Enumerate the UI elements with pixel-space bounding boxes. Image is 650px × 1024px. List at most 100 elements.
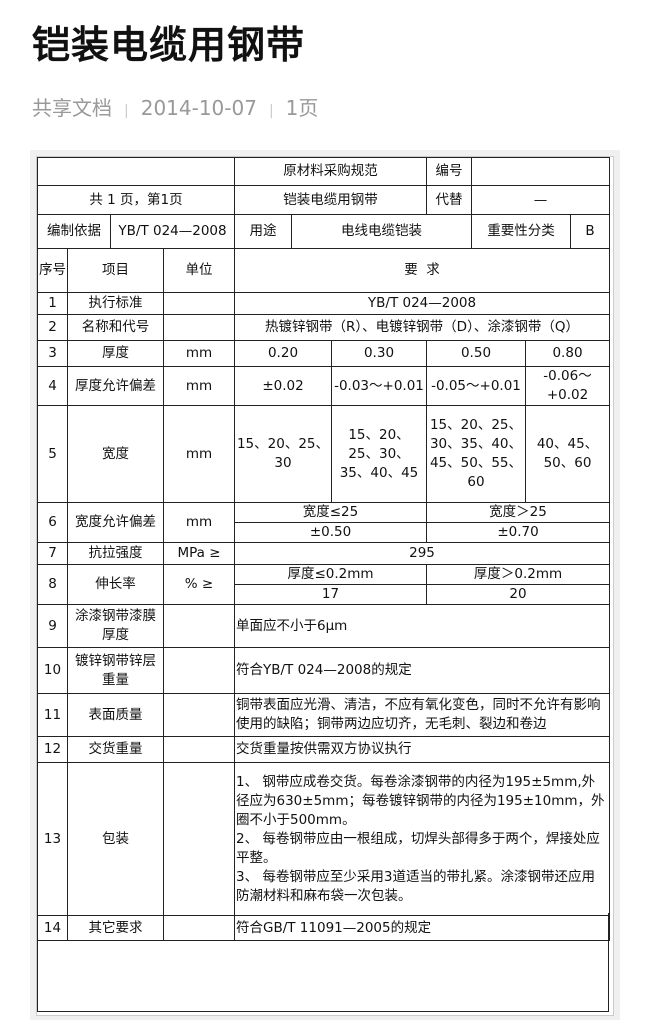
row-value: -0.03～+0.01: [331, 366, 427, 406]
use-label: 用途: [234, 214, 292, 249]
unit-header: 单位: [163, 248, 235, 293]
row-number: 6: [37, 502, 68, 543]
row-value: -0.05～+0.01: [426, 366, 526, 406]
row-unit: % ≥: [163, 564, 235, 605]
row-value: 0.30: [331, 340, 427, 367]
table-row: 1 执行标准 YB/T 024—2008: [37, 292, 610, 315]
document-meta: 共享文档 | 2014-10-07 | 1页: [32, 96, 319, 120]
row-number: 3: [37, 340, 68, 367]
code-label: 编号: [426, 157, 472, 186]
row-unit: mm: [163, 405, 235, 503]
req-header: 要 求: [234, 248, 610, 293]
row-unit: [163, 736, 235, 763]
row-value: -0.06～+0.02: [525, 366, 610, 406]
table-row: 14 其它要求 符合GB/T 11091—2005的规定: [37, 915, 610, 941]
row-unit: [163, 604, 235, 648]
row-value: 0.50: [426, 340, 526, 367]
requirement-line: 1、 钢带应成卷交货。每卷涂漆钢带的内径为195±5mm,外径应为630±5mm…: [236, 773, 605, 828]
source-label: 共享文档: [32, 96, 112, 120]
table-row: 8 伸长率% ≥ 厚度≤0.2mm 厚度＞0.2mm: [37, 564, 610, 605]
table-row: 4 厚度允许偏差 mm ±0.02 -0.03～+0.01 -0.05～+0.01 -0.0…: [37, 366, 610, 406]
basis-label: 编制依据: [37, 214, 111, 249]
row-number: 1: [37, 292, 68, 315]
column-header-row: 序号 项目 单位 要 求: [37, 248, 610, 293]
spec-table: 原材料采购规范 编号 共 1 页，第1页 铠装电缆用钢带 代替 — 编制依据 Y…: [37, 157, 610, 941]
row-value: ±0.02: [234, 366, 332, 406]
row-item: 抗拉强度: [67, 542, 164, 565]
row-value: ±0.70: [426, 522, 610, 543]
row-value: 17: [234, 584, 427, 605]
row-requirement: 热镀锌钢带（R）、电镀锌钢带（D）、涂漆钢带（Q）: [234, 314, 610, 341]
doc-type: 原材料采购规范: [234, 157, 427, 186]
row-item: 其它要求: [67, 915, 164, 941]
table-row: 7 抗拉强度 MPa ≥295: [37, 542, 610, 565]
row-item: 执行标准: [67, 292, 164, 315]
blank-area: [37, 913, 609, 1012]
row-unit: mm: [163, 366, 235, 406]
condition-header: 宽度＞25: [426, 502, 610, 523]
use-value: 电线电缆铠装: [291, 214, 472, 249]
row-unit: [163, 762, 235, 916]
row-requirement: 1、 钢带应成卷交货。每卷涂漆钢带的内径为195±5mm,外径应为630±5mm…: [234, 762, 610, 916]
row-value: 40、45、50、60: [525, 405, 610, 503]
condition-header: 宽度≤25: [234, 502, 427, 523]
requirement-line: 2、 每卷钢带应由一根组成，切焊头部得多于两个，焊接处应平整。: [236, 830, 600, 866]
code-value: [471, 157, 610, 186]
row-value: ±0.50: [234, 522, 427, 543]
row-requirement: 铜带表面应光滑、清洁，不应有氧化变色，同时不允许有影响使用的缺陷；铜带两边应切齐…: [234, 693, 610, 737]
row-requirement: 295: [234, 542, 610, 565]
header-row-3: 编制依据 YB/T 024—2008 用途 电线电缆铠装 重要性分类 B: [37, 214, 610, 249]
row-item: 厚度允许偏差: [67, 366, 164, 406]
condition-header: 厚度≤0.2mm: [234, 564, 427, 585]
requirement-line: 3、 每卷钢带应至少采用3道适当的带扎紧。涂漆钢带还应用防潮材料和麻布袋一次包装…: [236, 868, 595, 904]
row-item: 包装: [67, 762, 164, 916]
row-value: 15、20、25、30、35、40、45: [331, 405, 427, 503]
row-requirement: 交货重量按供需双方协议执行: [234, 736, 610, 763]
row-item: 宽度允许偏差: [67, 502, 164, 543]
row-item: 交货重量: [67, 736, 164, 763]
table-row: 12 交货重量 交货重量按供需双方协议执行: [37, 736, 610, 763]
row-number: 13: [37, 762, 68, 916]
row-item: 名称和代号: [67, 314, 164, 341]
row-unit: [163, 292, 235, 315]
row-item: 宽度: [67, 405, 164, 503]
row-number: 10: [37, 647, 68, 694]
replace-label: 代替: [426, 185, 472, 215]
row-unit: mm: [163, 502, 235, 543]
table-row: 13 包装 1、 钢带应成卷交货。每卷涂漆钢带的内径为195±5mm,外径应为630…: [37, 762, 610, 916]
row-number: 8: [37, 564, 68, 605]
row-unit: [163, 314, 235, 341]
row-item: 涂漆钢带漆膜厚度: [67, 604, 164, 648]
row-value: 0.80: [525, 340, 610, 367]
row-value: 15、20、25、30、35、40、45、50、55、60: [426, 405, 526, 503]
date: 2014-10-07: [140, 96, 257, 120]
item-header: 项目: [67, 248, 164, 293]
basis-value: YB/T 024—2008: [110, 214, 235, 249]
row-requirement: 符合GB/T 11091—2005的规定: [234, 915, 610, 941]
row-requirement: YB/T 024—2008: [234, 292, 610, 315]
row-requirement: 单面应不小于6μm: [234, 604, 610, 648]
table-row: 5 宽度 mm 15、20、25、30 15、20、25、30、35、40、45 15、2…: [37, 405, 610, 503]
table-row: 3 厚度 mm 0.20 0.30 0.50 0.80: [37, 340, 610, 367]
row-number: 12: [37, 736, 68, 763]
row-number: 5: [37, 405, 68, 503]
row-unit: [163, 693, 235, 737]
table-row: 11 表面质量 铜带表面应光滑、清洁，不应有氧化变色，同时不允许有影响使用的缺陷；铜…: [37, 693, 610, 737]
table-row: 2 名称和代号 热镀锌钢带（R）、电镀锌钢带（D）、涂漆钢带（Q）: [37, 314, 610, 341]
table-row: 9 涂漆钢带漆膜厚度 单面应不小于6μm: [37, 604, 610, 648]
row-value: 15、20、25、30: [234, 405, 332, 503]
product-name: 铠装电缆用钢带: [234, 185, 427, 215]
seq-header: 序号: [37, 248, 68, 293]
replace-value: —: [471, 185, 610, 215]
row-number: 7: [37, 542, 68, 565]
row-number: 11: [37, 693, 68, 737]
row-unit: MPa ≥: [163, 542, 235, 565]
row-value: 20: [426, 584, 610, 605]
importance-value: B: [570, 214, 610, 249]
row-requirement: 符合YB/T 024—2008的规定: [234, 647, 610, 694]
table-row: 10 镀锌钢带锌层重量 符合YB/T 024—2008的规定: [37, 647, 610, 694]
page-count: 1页: [285, 96, 319, 120]
row-number: 2: [37, 314, 68, 341]
blank-cell: [37, 157, 235, 186]
row-item: 表面质量: [67, 693, 164, 737]
